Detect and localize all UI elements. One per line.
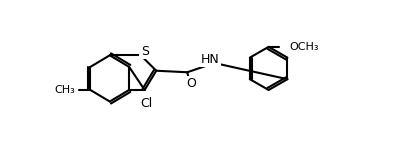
Text: O: O [186, 77, 196, 90]
Text: Cl: Cl [140, 97, 152, 110]
Text: OCH₃: OCH₃ [290, 42, 319, 52]
Text: CH₃: CH₃ [54, 85, 75, 95]
Text: S: S [140, 45, 149, 58]
Text: HN: HN [201, 53, 220, 66]
